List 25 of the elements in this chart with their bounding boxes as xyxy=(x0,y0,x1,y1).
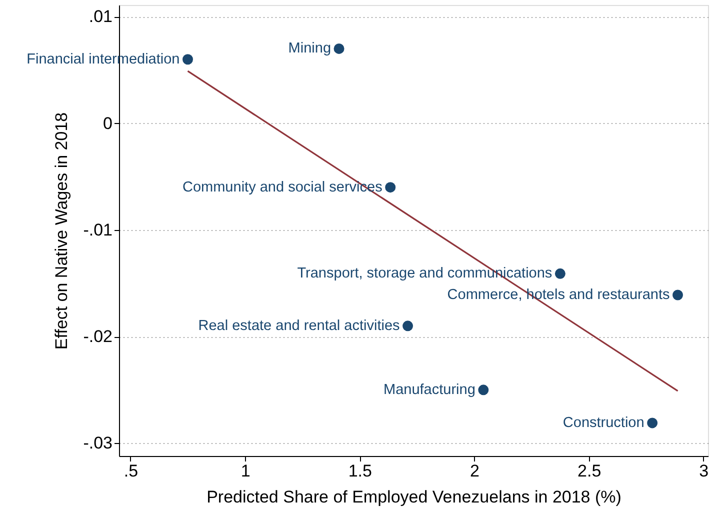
point xyxy=(647,418,658,428)
x-tick-label: 3 xyxy=(699,462,709,480)
point xyxy=(385,182,396,193)
y-tick-label: -.02 xyxy=(83,327,112,346)
x-tick-label: 2 xyxy=(470,462,480,480)
x-tick-label: 1 xyxy=(240,462,250,480)
y-tick-label: -.03 xyxy=(83,434,112,453)
point xyxy=(672,290,683,300)
x-tick-label: 2.5 xyxy=(578,462,602,480)
y-tick-label: .01 xyxy=(88,7,112,26)
point xyxy=(478,384,489,396)
y-tick-label: -.01 xyxy=(83,220,112,240)
annotation: Real estate and rental activities xyxy=(198,318,400,334)
x-tick-label: .5 xyxy=(124,462,138,480)
point xyxy=(402,320,414,332)
x-axis-title: Predicted Share of Employed Venezuelans in 2018 (%) xyxy=(206,488,622,506)
point xyxy=(554,268,566,279)
point xyxy=(182,54,193,65)
annotation: Construction xyxy=(562,414,644,431)
point xyxy=(334,43,344,54)
y-axis-title: Effect on Native Wages in 2018 xyxy=(52,112,72,350)
x-tick-label: 1.5 xyxy=(348,462,372,480)
y-tick-label: 0 xyxy=(103,114,112,133)
annotation: Manufacturing xyxy=(384,382,476,398)
annotation: Mining xyxy=(288,40,332,57)
